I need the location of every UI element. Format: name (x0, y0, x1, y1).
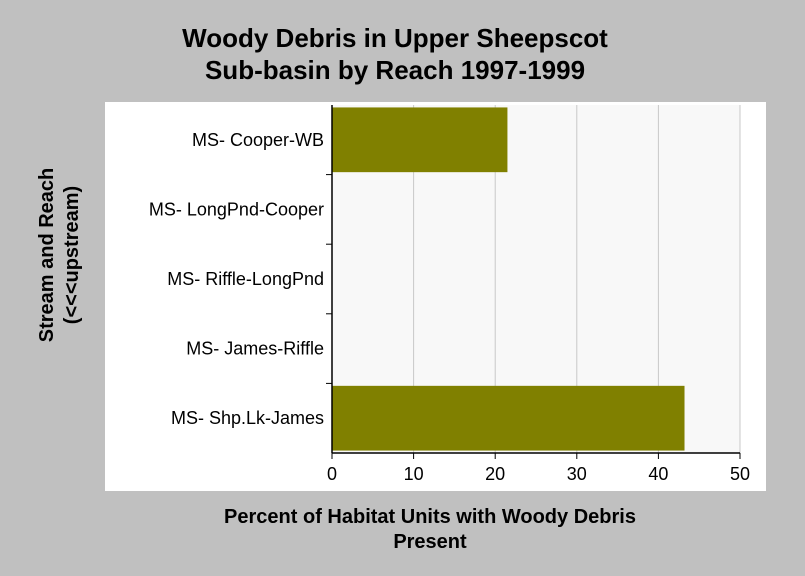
chart-title-line-1: Woody Debris in Upper Sheepscot (182, 23, 608, 53)
x-tick-label: 40 (648, 464, 668, 484)
x-tick-label: 0 (327, 464, 337, 484)
y-tick-label: MS- Shp.Lk-James (171, 408, 324, 428)
bar (332, 107, 508, 173)
chart-title: Woody Debris in Upper Sheepscot Sub-basi… (0, 22, 790, 86)
chart-title-line-2: Sub-basin by Reach 1997-1999 (204, 55, 586, 85)
x-tick-label: 10 (404, 464, 424, 484)
y-tick-label: MS- James-Riffle (186, 339, 324, 359)
y-tick-label: MS- Riffle-LongPnd (167, 269, 324, 289)
x-tick-label: 30 (567, 464, 587, 484)
y-tick-label: MS- LongPnd-Cooper (149, 199, 324, 219)
x-axis-label-line-1: Percent of Habitat Units with Woody Debr… (224, 506, 636, 528)
y-tick-label: MS- Cooper-WB (192, 130, 324, 150)
x-axis-label: Percent of Habitat Units with Woody Debr… (120, 505, 740, 555)
x-tick-label: 50 (730, 464, 750, 484)
bar (332, 385, 685, 451)
x-axis-label-line-2: Present (393, 531, 467, 553)
x-tick-label: 20 (485, 464, 505, 484)
